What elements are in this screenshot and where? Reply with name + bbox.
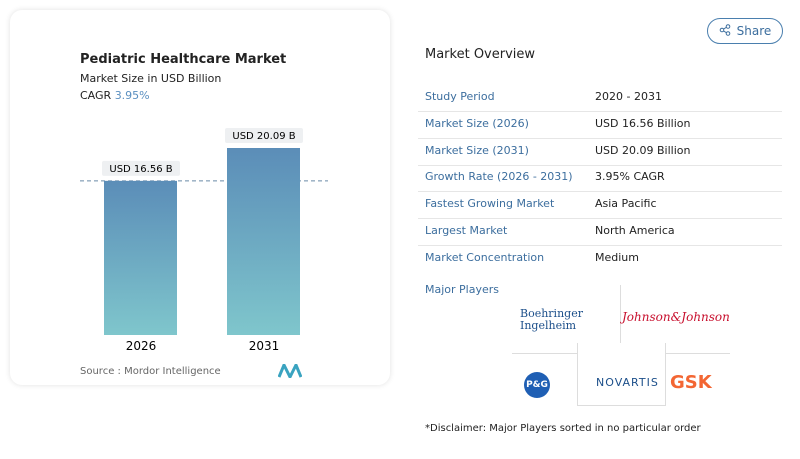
logo-gsk: GSK — [670, 372, 712, 393]
chart: USD 16.56 B 2026 USD 20.09 B 2031 — [80, 128, 328, 353]
row-label: Study Period — [425, 90, 495, 103]
row-separator — [418, 245, 782, 246]
row-value: 2020 - 2031 — [595, 90, 662, 103]
logo-novartis: NOVARTIS — [596, 376, 659, 389]
category-label: 2026 — [126, 339, 157, 353]
share-button[interactable]: Share — [707, 18, 783, 44]
row-label: Fastest Growing Market — [425, 197, 555, 211]
row-value: USD 20.09 Billion — [595, 143, 691, 157]
overview-title: Market Overview — [425, 47, 536, 62]
cagr-value: 3.95% — [114, 89, 150, 102]
value-label: USD 20.09 B — [232, 131, 295, 142]
source: Source : Mordor Intelligence — [80, 366, 221, 377]
share-icon — [719, 24, 730, 36]
row-separator — [418, 191, 782, 193]
row-separator — [418, 137, 782, 139]
row-value: Asia Pacific — [595, 197, 657, 211]
players-title: Major Players — [425, 283, 499, 296]
value-label-box — [225, 128, 303, 143]
cagr: CAGR 3.95% — [80, 89, 150, 102]
row-value: USD 16.56 Billion — [595, 116, 691, 130]
mordor-logo — [278, 364, 302, 378]
row-separator — [418, 218, 782, 220]
logo-jnj: Johnson&Johnson — [622, 310, 730, 324]
row-value: North America — [595, 224, 675, 237]
logo-boehringer: Boehringer Ingelheim — [520, 307, 583, 332]
share-label: Share — [736, 24, 772, 38]
divider — [620, 285, 621, 353]
chart-subtitle: Market Size in USD Billion — [80, 72, 222, 85]
chart-title: Pediatric Healthcare Market — [80, 52, 287, 67]
value-label-box — [102, 160, 180, 176]
row-label: Growth Rate (2026 - 2031) — [425, 170, 573, 184]
row-value: 3.95% CAGR — [595, 170, 665, 184]
row-value: Medium — [595, 250, 639, 264]
row-label: Market Size (2031) — [425, 143, 529, 157]
bar — [104, 180, 177, 335]
bar — [227, 148, 300, 335]
row-label: Market Size (2026) — [425, 116, 529, 130]
row-label: Largest Market — [425, 224, 508, 237]
cagr-label: CAGR — [80, 89, 112, 102]
logo-pg: P&G — [524, 372, 550, 398]
row-separator — [418, 164, 782, 166]
row-separator — [418, 111, 782, 112]
divider-box — [577, 343, 666, 406]
value-label: USD 16.56 B — [109, 164, 172, 175]
chart-card — [10, 10, 390, 385]
category-label: 2031 — [249, 339, 280, 353]
row-label: Market Concentration — [425, 250, 545, 264]
disclaimer: *Disclaimer: Major Players sorted in no … — [425, 423, 701, 434]
